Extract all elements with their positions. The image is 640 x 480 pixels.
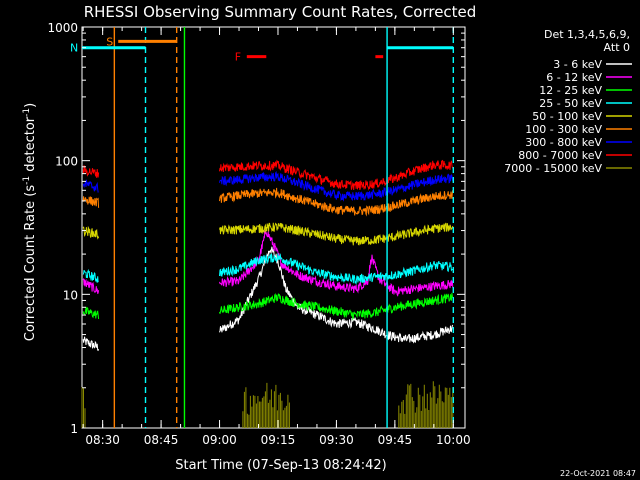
burst-band bbox=[242, 382, 290, 428]
y-axis-label-main: Corrected Count Rate (s bbox=[23, 185, 38, 342]
series-line bbox=[219, 253, 454, 285]
annotation-label: N bbox=[70, 42, 78, 55]
series-line bbox=[82, 278, 100, 295]
annotation-label: S bbox=[106, 35, 113, 48]
y-tick-label: 1000 bbox=[47, 21, 78, 35]
chart-title: RHESSI Observing Summary Count Rates, Co… bbox=[84, 3, 477, 21]
legend-header-line2: Att 0 bbox=[604, 41, 630, 54]
annotation-label: F bbox=[235, 51, 241, 64]
series-line bbox=[219, 292, 454, 321]
legend-label: 50 - 100 keV bbox=[532, 110, 602, 123]
axes-layer: 08:30 08:45 09:00 09:15 09:30 09:45 10:00 1 10 10… bbox=[47, 21, 470, 447]
series-line bbox=[82, 179, 99, 193]
x-tick-label: 10:00 bbox=[436, 433, 471, 447]
series-layer bbox=[81, 159, 454, 428]
x-tick-label: 09:30 bbox=[319, 433, 354, 447]
burst-band bbox=[398, 381, 454, 428]
series-line bbox=[82, 225, 100, 240]
series-line bbox=[82, 306, 100, 319]
legend-label: 6 - 12 keV bbox=[546, 71, 602, 84]
y-tick-label: 1 bbox=[70, 422, 78, 436]
y-axis-label-sup1: -1 bbox=[22, 176, 32, 185]
x-tick-label: 09:45 bbox=[378, 433, 413, 447]
x-tick-label: 08:30 bbox=[85, 433, 120, 447]
series-line bbox=[82, 268, 99, 283]
series-line bbox=[219, 222, 454, 246]
legend-label: 800 - 7000 keV bbox=[518, 149, 602, 162]
y-axis-label-mid: detector bbox=[23, 116, 38, 176]
x-tick-label: 08:45 bbox=[144, 433, 179, 447]
y-axis-label-end: ) bbox=[23, 103, 38, 108]
x-tick-label: 09:00 bbox=[202, 433, 237, 447]
legend-label: 25 - 50 keV bbox=[539, 97, 602, 110]
y-axis-label-sup2: -1 bbox=[22, 108, 32, 117]
y-tick-label: 10 bbox=[63, 288, 78, 302]
legend-label: 3 - 6 keV bbox=[553, 58, 602, 71]
legend-label: 100 - 300 keV bbox=[525, 123, 602, 136]
series-line bbox=[219, 187, 454, 217]
x-axis-label: Start Time (07-Sep-13 08:24:42) bbox=[175, 458, 386, 473]
legend-label: 7000 - 15000 keV bbox=[504, 162, 602, 175]
plot-area bbox=[81, 26, 466, 429]
x-tick-label: 09:15 bbox=[261, 433, 296, 447]
legend-label: 300 - 800 keV bbox=[525, 136, 602, 149]
series-line bbox=[82, 336, 100, 352]
y-tick-label: 100 bbox=[55, 155, 78, 169]
legend-label: 12 - 25 keV bbox=[539, 84, 602, 97]
series-line bbox=[82, 164, 100, 178]
series-line bbox=[219, 159, 454, 191]
y-axis-label: Corrected Count Rate (s-1 detector-1) bbox=[22, 103, 38, 341]
series-line bbox=[82, 196, 100, 208]
annotation-layer: S N F bbox=[70, 27, 455, 428]
plot-frame bbox=[81, 26, 466, 429]
series-line bbox=[219, 246, 454, 344]
timestamp: 22-Oct-2021 08:47 bbox=[560, 469, 636, 478]
series-line bbox=[219, 171, 454, 202]
burst-band bbox=[81, 387, 86, 428]
legend-header-line1: Det 1,3,4,5,6,9, bbox=[544, 28, 630, 41]
